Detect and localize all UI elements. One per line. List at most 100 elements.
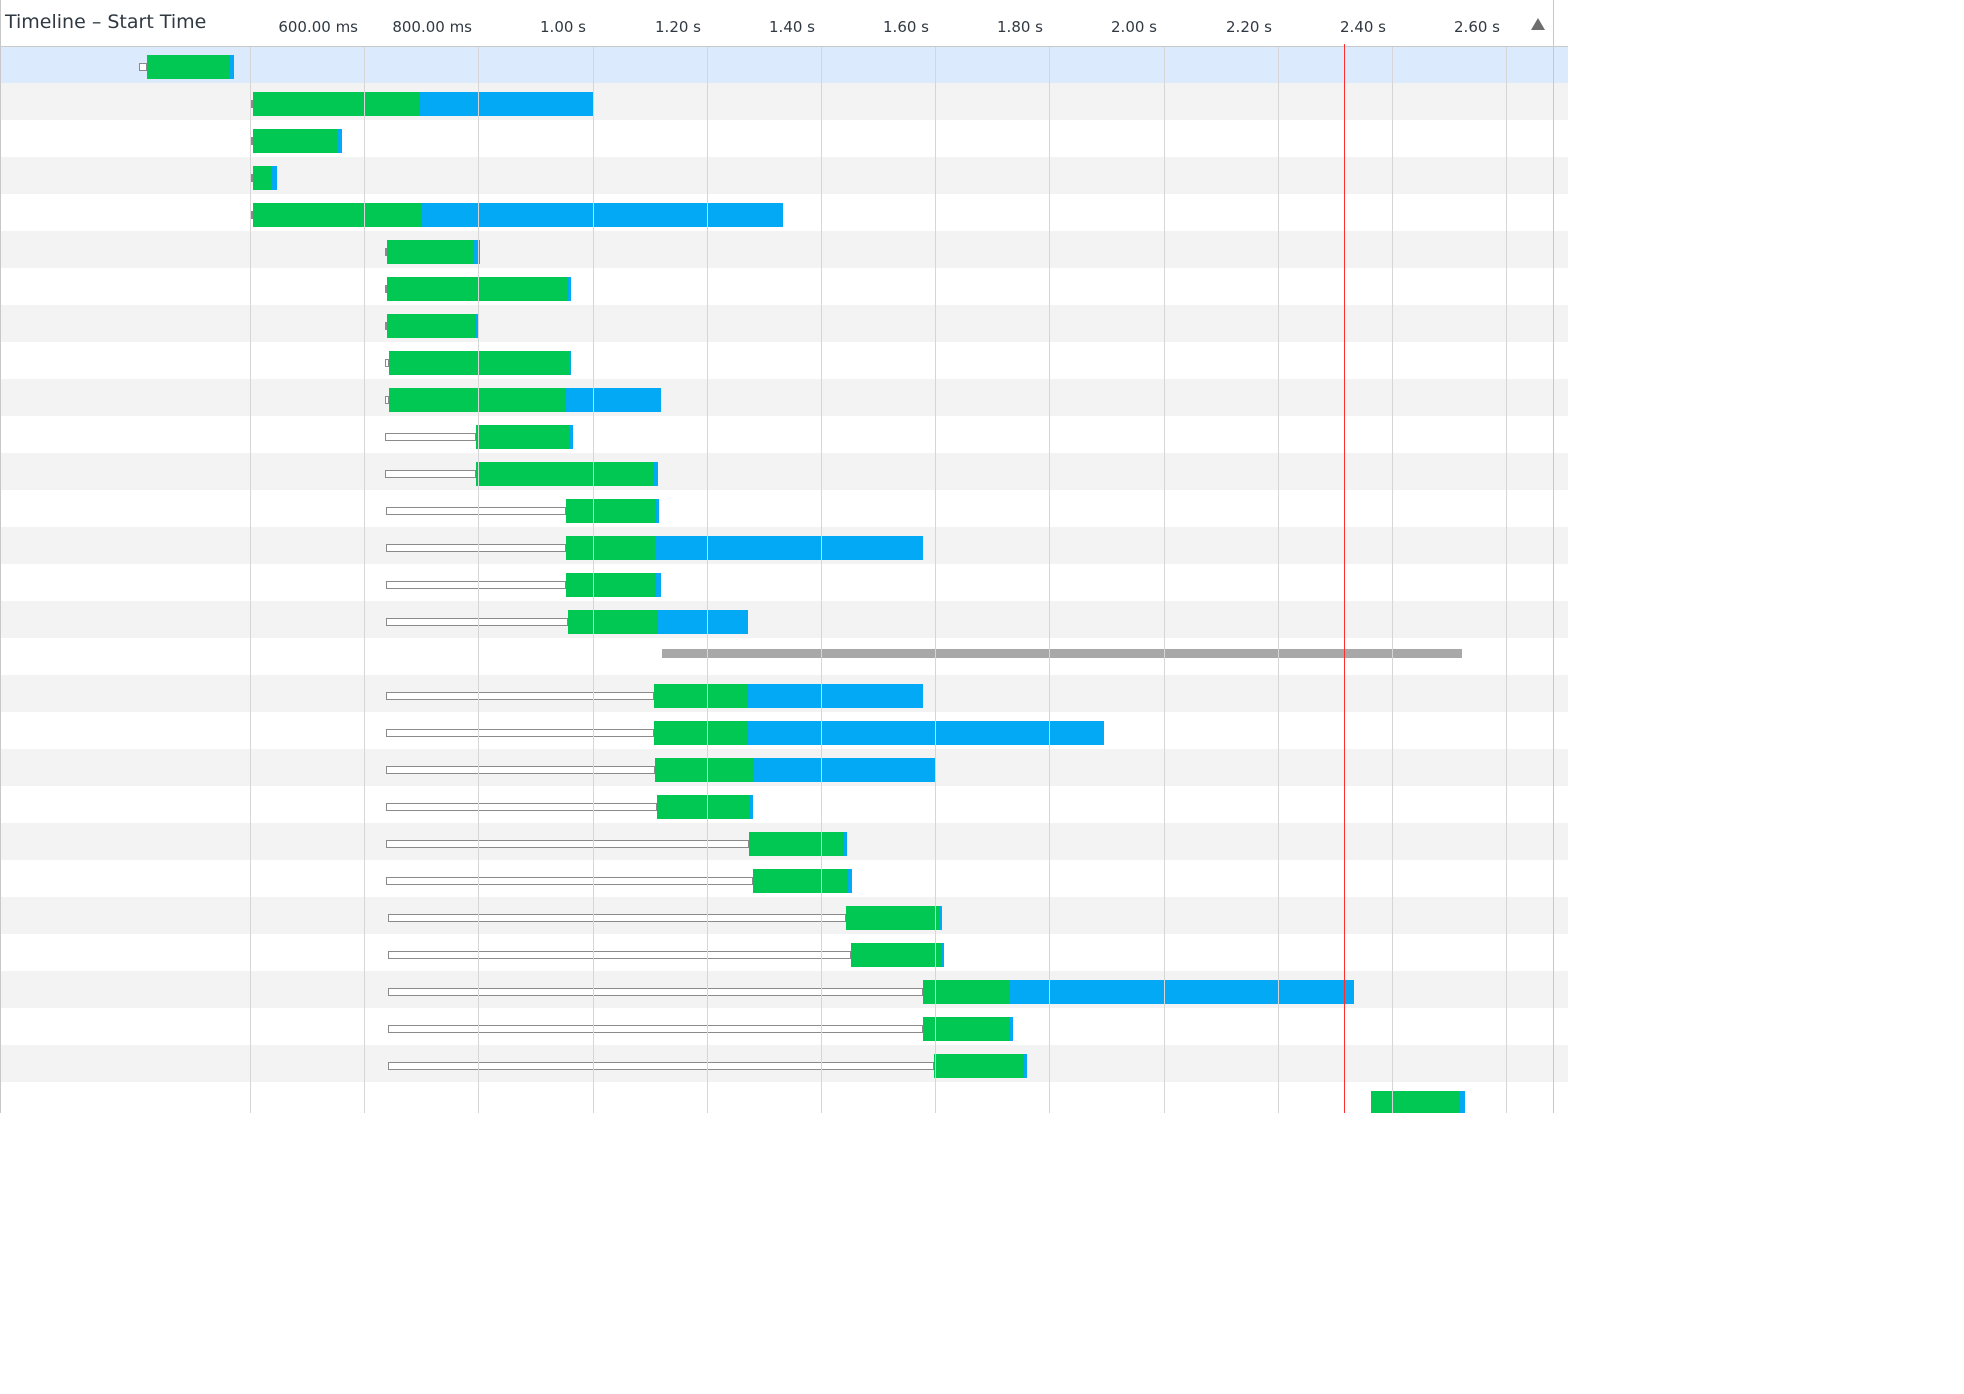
table-row[interactable] (0, 564, 1568, 601)
table-row[interactable] (0, 823, 1568, 860)
waiting-bar (252, 129, 337, 153)
receiving-bar (569, 425, 574, 449)
waiting-bar (850, 943, 942, 967)
table-row[interactable] (0, 157, 1568, 194)
waiting-bar (566, 536, 656, 560)
waiting-bar (566, 499, 655, 523)
queued-bar (386, 766, 656, 774)
queued-bar (385, 470, 476, 478)
queued-bar (385, 322, 388, 330)
queued-bar (386, 803, 658, 811)
timeline-header: Timeline – Start Time 600.00 ms 800.00 ms… (0, 0, 1568, 47)
receiving-bar (753, 758, 935, 782)
receiving-bar (230, 55, 234, 79)
waiting-bar (655, 758, 754, 782)
receiving-bar (848, 869, 853, 893)
receiving-bar (843, 832, 848, 856)
waiting-bar (568, 610, 659, 634)
waiting-bar (653, 684, 747, 708)
queued-bar (388, 1025, 923, 1033)
table-row[interactable] (0, 527, 1568, 564)
queued-bar (386, 840, 750, 848)
table-row[interactable] (0, 749, 1568, 786)
tick-label: 1.20 s (655, 18, 701, 36)
waiting-bar (387, 314, 477, 338)
queued-bar (388, 1062, 935, 1070)
table-row[interactable] (0, 601, 1568, 638)
table-row[interactable] (0, 83, 1568, 120)
table-row[interactable] (0, 675, 1568, 712)
receiving-bar (941, 943, 945, 967)
table-row[interactable] (0, 934, 1568, 971)
gridline (821, 0, 822, 1113)
receiving-bar (653, 462, 658, 486)
queued-bar (386, 507, 567, 515)
gridline (707, 0, 708, 1113)
gridline (1164, 0, 1165, 1113)
tick-label: 1.60 s (883, 18, 929, 36)
column-title[interactable]: Timeline – Start Time (5, 11, 207, 33)
gridline (1506, 0, 1507, 1113)
receiving-bar (476, 314, 479, 338)
receiving-bar (272, 166, 278, 190)
receiving-bar (568, 351, 572, 375)
gridline (1278, 0, 1279, 1113)
queued-bar (251, 137, 254, 145)
queued-bar (385, 285, 388, 293)
table-row[interactable] (0, 453, 1568, 490)
waiting-bar (749, 832, 844, 856)
receiving-bar (655, 536, 924, 560)
receiving-bar (748, 721, 1104, 745)
queued-bar (385, 248, 388, 256)
table-row[interactable] (0, 120, 1568, 157)
receiving-bar (420, 92, 595, 116)
table-row[interactable] (0, 971, 1568, 1008)
table-row[interactable] (0, 379, 1568, 416)
current-time-marker (1344, 44, 1345, 1113)
tick-label: 2.60 s (1454, 18, 1500, 36)
table-row[interactable] (0, 231, 1568, 268)
table-row[interactable] (0, 416, 1568, 453)
tick-label: 600.00 ms (278, 18, 358, 36)
queued-bar (386, 618, 569, 626)
receiving-bar (1010, 980, 1355, 1004)
gridline (1392, 0, 1393, 1113)
table-row[interactable] (0, 268, 1568, 305)
waiting-bar (475, 425, 570, 449)
queued-bar (386, 581, 567, 589)
table-row[interactable] (0, 638, 1568, 675)
tick-label: 2.40 s (1340, 18, 1386, 36)
table-row[interactable] (0, 1045, 1568, 1082)
receiving-bar (746, 684, 923, 708)
queued-bar (385, 396, 390, 404)
table-row[interactable] (0, 305, 1568, 342)
waiting-bar (922, 980, 1010, 1004)
gridline (935, 0, 936, 1113)
receiving-bar (567, 277, 572, 301)
queued-bar (386, 877, 754, 885)
table-row[interactable] (0, 860, 1568, 897)
table-row[interactable] (0, 1082, 1568, 1113)
gridline (250, 0, 251, 1113)
waiting-bar (146, 55, 230, 79)
receiving-bar (1024, 1054, 1027, 1078)
waiting-bar (252, 92, 421, 116)
table-row[interactable] (0, 342, 1568, 379)
table-row[interactable] (0, 490, 1568, 527)
table-row[interactable] (0, 786, 1568, 823)
waiting-bar (389, 388, 566, 412)
table-row[interactable] (0, 712, 1568, 749)
receiving-bar (749, 795, 754, 819)
receiving-bar (474, 240, 480, 264)
table-row[interactable] (0, 1008, 1568, 1045)
timeline-rows (0, 46, 1568, 1113)
receiving-bar (422, 203, 783, 227)
queued-bar (251, 174, 254, 182)
sort-ascending-icon[interactable] (1524, 12, 1552, 38)
table-row[interactable] (0, 194, 1568, 231)
table-row[interactable] (0, 897, 1568, 934)
receiving-bar (654, 499, 660, 523)
waiting-bar (753, 869, 849, 893)
table-row[interactable] (0, 46, 1568, 83)
queued-bar (386, 692, 654, 700)
